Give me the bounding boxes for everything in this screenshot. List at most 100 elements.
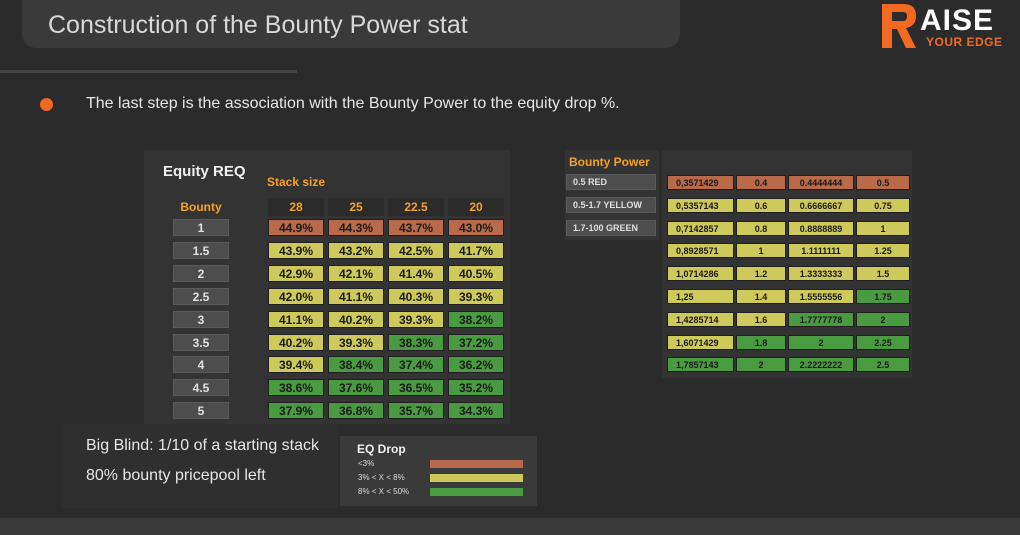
info-bounty-pool: 80% bounty pricepool left	[86, 467, 266, 484]
equity-cell: 40.5%	[448, 265, 504, 282]
bounty-power-cell: 1	[736, 243, 786, 258]
bounty-value: 5	[173, 402, 229, 419]
bounty-power-cell: 1.2	[736, 266, 786, 281]
eq-drop-label: 8% < X < 50%	[358, 487, 410, 496]
equity-cell: 37.2%	[448, 334, 504, 351]
raise-logo: AISE YOUR EDGE	[880, 2, 1010, 52]
equity-cell: 36.8%	[328, 402, 384, 419]
equity-cell: 38.4%	[328, 356, 384, 373]
bounty-power-cell: 1	[856, 221, 910, 236]
equity-cell: 38.3%	[388, 334, 444, 351]
title-bar: Construction of the Bounty Power stat	[22, 0, 680, 48]
eq-drop-swatch	[430, 474, 523, 482]
equity-cell: 40.3%	[388, 288, 444, 305]
equity-cell: 44.3%	[328, 219, 384, 236]
equity-cell: 39.4%	[268, 356, 324, 373]
bounty-power-cell: 2.25	[856, 335, 910, 350]
bounty-power-cell: 1.6	[736, 312, 786, 327]
stack-column-header: 22.5	[388, 198, 444, 216]
slide-title: Construction of the Bounty Power stat	[48, 11, 468, 39]
bullet-dot-icon	[40, 98, 53, 111]
bounty-power-cell: 1,25	[667, 289, 734, 304]
equity-cell: 41.7%	[448, 242, 504, 259]
bounty-value: 3.5	[173, 334, 229, 351]
bounty-power-legend-item: 0.5-1.7 YELLOW	[566, 197, 656, 213]
bounty-value: 4.5	[173, 379, 229, 396]
eq-drop-title: EQ Drop	[357, 442, 406, 456]
equity-cell: 42.5%	[388, 242, 444, 259]
equity-cell: 38.2%	[448, 311, 504, 328]
equity-cell: 35.7%	[388, 402, 444, 419]
bounty-value: 3	[173, 311, 229, 328]
bounty-power-cell: 1.75	[856, 289, 910, 304]
bounty-power-cell: 1,4285714	[667, 312, 734, 327]
bounty-power-cell: 1.5555556	[788, 289, 854, 304]
bounty-power-cell: 0.6	[736, 198, 786, 213]
bounty-power-cell: 1.25	[856, 243, 910, 258]
equity-cell: 36.2%	[448, 356, 504, 373]
equity-cell: 39.3%	[448, 288, 504, 305]
logo-text-bottom: YOUR EDGE	[926, 35, 1003, 49]
logo-text-top: AISE	[920, 4, 995, 37]
bounty-value: 1	[173, 219, 229, 236]
bounty-power-cell: 2.5	[856, 357, 910, 372]
stack-column-header: 20	[448, 198, 504, 216]
equity-cell: 44.9%	[268, 219, 324, 236]
equity-cell: 42.9%	[268, 265, 324, 282]
bounty-value: 2	[173, 265, 229, 282]
bounty-power-cell: 1,7857143	[667, 357, 734, 372]
equity-cell: 36.5%	[388, 379, 444, 396]
bounty-power-cell: 1.7777778	[788, 312, 854, 327]
bounty-power-cell: 0.75	[856, 198, 910, 213]
bounty-power-cell: 1.4	[736, 289, 786, 304]
bounty-power-cell: 1.5	[856, 266, 910, 281]
bullet-text: The last step is the association with th…	[86, 95, 620, 112]
bounty-power-cell: 0,7142857	[667, 221, 734, 236]
equity-cell: 43.7%	[388, 219, 444, 236]
bounty-power-cell: 2	[788, 335, 854, 350]
eq-drop-label: <3%	[358, 459, 375, 468]
eq-drop-swatch	[430, 488, 523, 496]
bounty-power-cell: 1,6071429	[667, 335, 734, 350]
bounty-power-cell: 1.1111111	[788, 243, 854, 258]
equity-cell: 41.1%	[268, 311, 324, 328]
bounty-power-cell: 2	[856, 312, 910, 327]
equity-cell: 37.6%	[328, 379, 384, 396]
bounty-value: 2.5	[173, 288, 229, 305]
bounty-power-cell: 2	[736, 357, 786, 372]
stack-size-label: Stack size	[267, 175, 326, 189]
bounty-power-cell: 0,3571429	[667, 175, 734, 190]
title-underline	[0, 70, 297, 73]
bounty-power-cell: 1.8	[736, 335, 786, 350]
bounty-power-cell: 0.4444444	[788, 175, 854, 190]
equity-cell: 40.2%	[328, 311, 384, 328]
equity-table-title: Equity REQ	[163, 163, 246, 180]
raise-logo-icon	[882, 4, 916, 48]
bounty-power-cell: 1,0714286	[667, 266, 734, 281]
info-panel	[62, 424, 338, 508]
equity-cell: 35.2%	[448, 379, 504, 396]
bounty-power-legend-item: 0.5 RED	[566, 174, 656, 190]
stack-column-header: 25	[328, 198, 384, 216]
equity-cell: 41.4%	[388, 265, 444, 282]
equity-cell: 43.2%	[328, 242, 384, 259]
bounty-power-cell: 0.8888889	[788, 221, 854, 236]
equity-cell: 39.3%	[328, 334, 384, 351]
bounty-value: 4	[173, 356, 229, 373]
equity-table-panel	[144, 150, 510, 424]
bounty-header: Bounty	[180, 200, 222, 214]
equity-cell: 39.3%	[388, 311, 444, 328]
equity-cell: 43.9%	[268, 242, 324, 259]
bounty-power-cell: 1.3333333	[788, 266, 854, 281]
bounty-value: 1.5	[173, 242, 229, 259]
bounty-power-cell: 0,8928571	[667, 243, 734, 258]
bounty-power-cell: 0.8	[736, 221, 786, 236]
equity-cell: 42.0%	[268, 288, 324, 305]
equity-cell: 42.1%	[328, 265, 384, 282]
info-big-blind: Big Blind: 1/10 of a starting stack	[86, 437, 320, 454]
equity-cell: 37.9%	[268, 402, 324, 419]
equity-cell: 38.6%	[268, 379, 324, 396]
bounty-power-cell: 0.6666667	[788, 198, 854, 213]
bounty-power-cell: 2.2222222	[788, 357, 854, 372]
bounty-power-cell: 0.5	[856, 175, 910, 190]
